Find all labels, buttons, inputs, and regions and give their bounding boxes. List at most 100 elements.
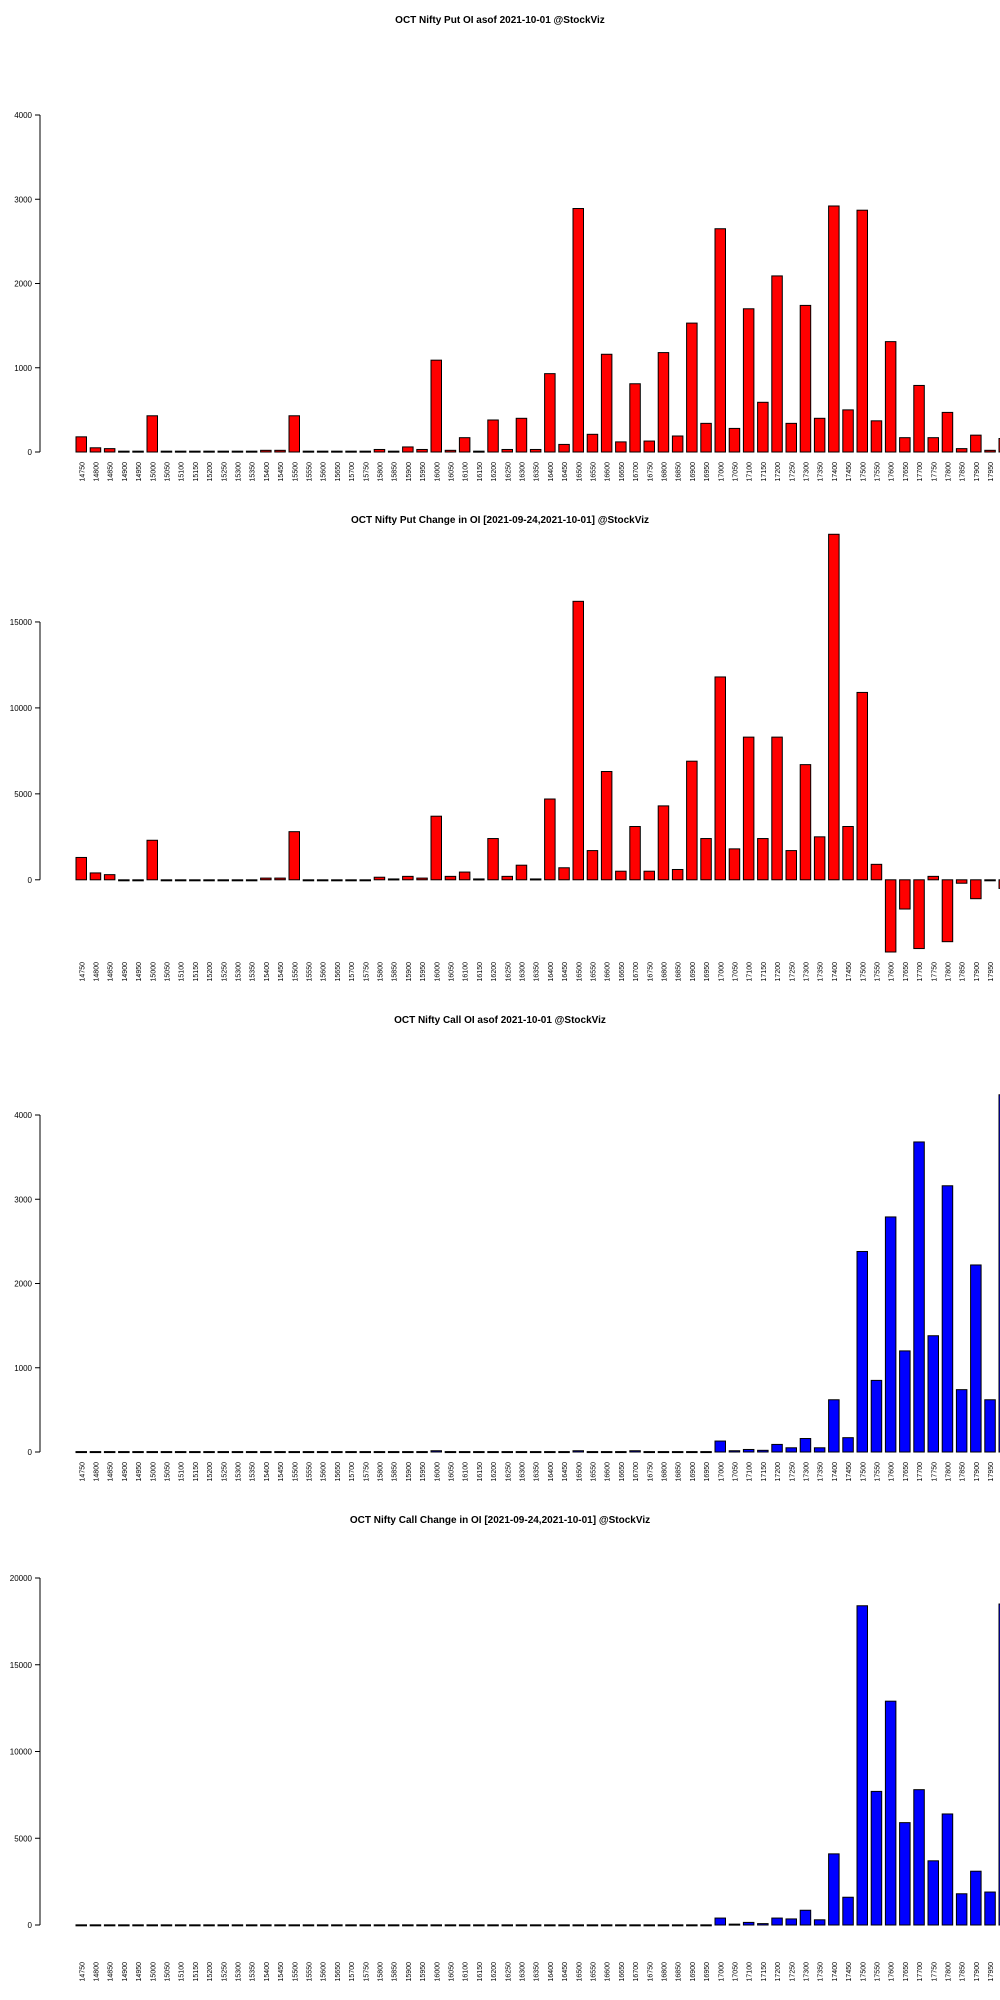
bar-17800	[941, 411, 954, 453]
x-tick-label: 17500	[860, 1962, 867, 1982]
x-tick-label: 17000	[718, 1462, 725, 1482]
x-tick-label: 17300	[803, 1962, 810, 1982]
bar-17250	[785, 850, 797, 881]
bar-16600	[600, 771, 613, 881]
bar-17600	[884, 1700, 897, 1926]
bar-16000	[430, 1450, 442, 1453]
x-tick-label: 15150	[193, 962, 200, 982]
x-tick-label: 17000	[718, 462, 725, 482]
bar-15950	[416, 448, 428, 453]
bar-16250	[501, 1924, 513, 1927]
x-tick-label: 17250	[789, 1462, 796, 1482]
bar-17100	[742, 308, 755, 453]
x-tick-label: 17050	[732, 1462, 739, 1482]
x-tick-label: 17750	[931, 462, 938, 482]
bar-15200	[203, 1924, 215, 1927]
x-tick-label: 17250	[789, 462, 796, 482]
bar-14750	[75, 1451, 87, 1454]
bar-16700	[629, 1924, 641, 1927]
x-tick-label: 15000	[150, 462, 157, 482]
bar-15000	[146, 839, 158, 881]
bar-14900	[118, 1924, 130, 1927]
bar-17000	[714, 1440, 726, 1453]
bar-17050	[728, 1450, 741, 1453]
bar-15100	[174, 450, 187, 453]
bar-16850	[671, 1924, 684, 1927]
bar-14800	[89, 447, 102, 453]
x-tick-label: 16250	[505, 1462, 512, 1482]
bar-17550	[870, 863, 883, 881]
y-tick-label: 0	[28, 1448, 33, 1457]
bar-16950	[700, 422, 712, 453]
bar-16250	[501, 1451, 513, 1454]
bar-17850	[955, 1893, 968, 1926]
bar-17850	[955, 879, 968, 884]
bar-16150	[473, 1924, 485, 1927]
bar-15050	[160, 1451, 173, 1454]
x-tick-label: 17900	[974, 462, 981, 482]
x-tick-label: 17600	[889, 1962, 896, 1982]
bar-17400	[828, 1853, 840, 1926]
chart-title: OCT Nifty Put OI asof 2021-10-01 @StockV…	[395, 15, 605, 26]
x-tick-label: 16850	[676, 1962, 683, 1982]
bar-16000	[430, 1924, 442, 1927]
bar-17050	[728, 427, 741, 453]
x-tick-label: 16550	[590, 1462, 597, 1482]
x-tick-label: 17700	[917, 1962, 924, 1982]
x-tick-label: 17800	[945, 1962, 952, 1982]
bar-16800	[657, 352, 670, 453]
x-tick-label: 17400	[832, 462, 839, 482]
bar-14950	[132, 1451, 144, 1454]
x-tick-label: 16600	[605, 1962, 612, 1982]
put-oi-change-panel: OCT Nifty Put Change in OI [2021-09-24,2…	[0, 500, 1000, 1000]
bar-16900	[686, 760, 698, 881]
x-tick-label: 17100	[747, 462, 754, 482]
x-tick-label: 17600	[889, 1462, 896, 1482]
bar-17900	[970, 434, 982, 453]
bar-15850	[387, 878, 400, 881]
bar-16550	[586, 1451, 599, 1454]
x-tick-label: 15950	[420, 1462, 427, 1482]
bar-17100	[742, 1448, 755, 1453]
x-tick-label: 17300	[803, 462, 810, 482]
x-tick-label: 16900	[690, 1962, 697, 1982]
x-tick-label: 17200	[775, 462, 782, 482]
bar-17050	[728, 1923, 741, 1926]
bar-17700	[913, 879, 925, 950]
bar-17650	[899, 879, 911, 910]
x-tick-label: 15450	[278, 1962, 285, 1982]
y-tick-label: 15000	[10, 618, 33, 627]
bar-17350	[813, 417, 826, 453]
bar-17400	[828, 205, 840, 453]
x-tick-label: 16100	[463, 962, 470, 982]
x-tick-label: 16000	[434, 1462, 441, 1482]
bar-16950	[700, 1451, 712, 1454]
x-tick-label: 17000	[718, 1962, 725, 1982]
x-tick-label: 16150	[477, 1962, 484, 1982]
bar-16100	[458, 437, 471, 453]
bar-16750	[643, 870, 655, 881]
bar-17350	[813, 1919, 826, 1926]
bar-14850	[103, 874, 116, 881]
put-oi-chart: 0 1000 2000 3000 4000 14750 14800 14850 14900 149…	[14, 111, 1000, 482]
bar-16250	[501, 875, 513, 881]
x-tick-label: 15450	[278, 1462, 285, 1482]
bar-14750	[75, 436, 87, 453]
bar-17500	[856, 1605, 868, 1926]
bar-15950	[416, 1924, 428, 1927]
x-tick-label: 17050	[732, 962, 739, 982]
x-tick-label: 16350	[534, 1962, 541, 1982]
bar-17950	[984, 879, 996, 882]
bar-16250	[501, 448, 513, 453]
bar-15200	[203, 450, 215, 453]
bar-15650	[331, 879, 343, 882]
x-tick-label: 17950	[988, 962, 995, 982]
bar-16050	[444, 1924, 457, 1927]
bar-14800	[89, 1924, 102, 1927]
x-tick-label: 15850	[392, 462, 399, 482]
bar-15550	[302, 1451, 315, 1454]
x-tick-label: 16550	[590, 962, 597, 982]
x-tick-label: 17100	[747, 1962, 754, 1982]
x-tick-label: 16250	[505, 1962, 512, 1982]
x-tick-label: 17850	[960, 462, 967, 482]
